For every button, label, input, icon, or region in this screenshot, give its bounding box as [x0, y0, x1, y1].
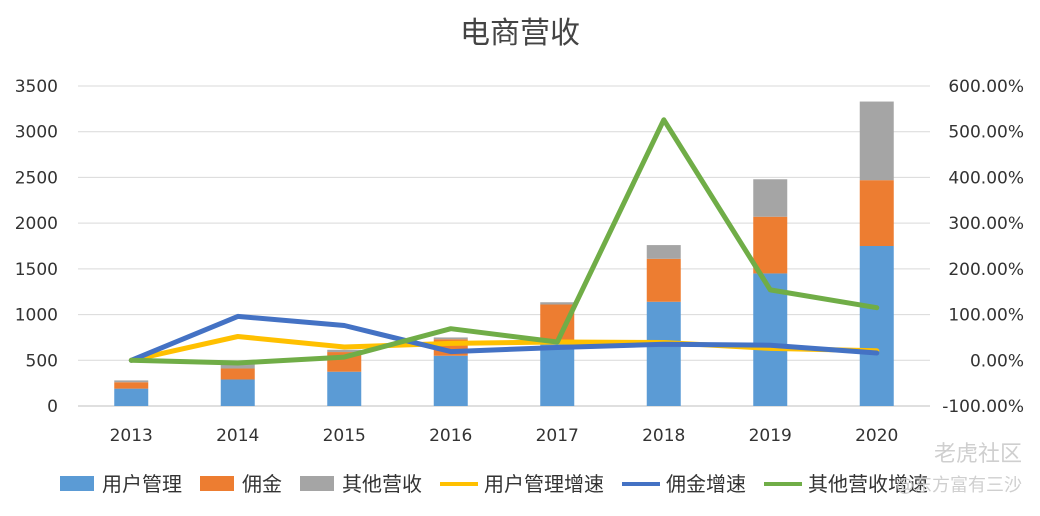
bar-segment — [220, 379, 255, 406]
bar-segment — [646, 245, 681, 259]
line-series-group — [128, 117, 880, 366]
legend-label: 佣金增速 — [666, 472, 746, 496]
bar-segment — [433, 355, 468, 406]
x-tick-label: 2019 — [749, 426, 792, 446]
bar-segment — [114, 380, 149, 383]
line-series — [128, 117, 880, 366]
left-tick-label: 500 — [26, 351, 58, 371]
chart-title: 电商营收 — [460, 16, 580, 51]
left-axis: 0 500 1000 1500 2000 2500 3000 3500 — [15, 77, 58, 417]
right-tick-label: 0.00% — [970, 351, 1024, 371]
left-tick-label: 3500 — [15, 77, 58, 97]
x-tick-label: 2020 — [855, 426, 898, 446]
watermark-author: @东方富有三沙 — [896, 475, 1022, 496]
legend-label: 其他营收 — [342, 472, 422, 496]
right-tick-label: 600.00% — [948, 77, 1024, 97]
bar-segment — [753, 273, 788, 406]
legend-label: 用户管理增速 — [484, 472, 604, 496]
bar-segment — [220, 368, 255, 380]
legend-label: 用户管理 — [102, 472, 182, 496]
legend-swatch — [200, 476, 234, 491]
legend-swatch — [300, 476, 334, 491]
watermark-brand: 老虎社区 — [934, 442, 1022, 467]
right-tick-label: -100.00% — [942, 397, 1024, 417]
bar-segment — [114, 388, 149, 406]
left-tick-label: 3000 — [15, 123, 58, 143]
bar-segment — [433, 337, 468, 340]
x-axis: 2013 2014 2015 2016 2017 2018 2019 2020 — [110, 426, 899, 446]
x-tick-label: 2018 — [642, 426, 685, 446]
left-tick-label: 2000 — [15, 214, 58, 234]
x-tick-label: 2014 — [216, 426, 259, 446]
left-tick-label: 1000 — [15, 306, 58, 326]
bar-segment — [753, 179, 788, 217]
right-tick-label: 100.00% — [948, 306, 1024, 326]
x-tick-label: 2016 — [429, 426, 472, 446]
bar-segment — [327, 371, 362, 406]
bar-segment — [753, 216, 788, 274]
legend-label: 其他营收增速 — [808, 472, 928, 496]
gridlines — [78, 85, 930, 407]
legend-label: 佣金 — [242, 472, 282, 496]
line-series — [128, 313, 880, 363]
bar-segment — [646, 258, 681, 302]
right-tick-label: 400.00% — [948, 168, 1024, 188]
legend: 用户管理 佣金 其他营收 用户管理增速 佣金增速 其他营收增速 — [60, 472, 928, 496]
right-axis: -100.00% 0.00% 100.00% 200.00% 300.00% 400.00… — [942, 77, 1024, 417]
right-tick-label: 300.00% — [948, 214, 1024, 234]
bar-segment — [859, 101, 894, 181]
bar-segment — [327, 349, 362, 353]
right-tick-label: 500.00% — [948, 123, 1024, 143]
bar-segment — [859, 246, 894, 406]
bar-segment — [540, 342, 575, 406]
bar-segment — [220, 363, 255, 369]
x-tick-label: 2017 — [536, 426, 579, 446]
left-tick-label: 2500 — [15, 168, 58, 188]
right-tick-label: 200.00% — [948, 260, 1024, 280]
bar-segment — [859, 180, 894, 246]
bar-segment — [114, 382, 149, 389]
watermark: 老虎社区 @东方富有三沙 — [896, 442, 1022, 496]
x-tick-label: 2013 — [110, 426, 153, 446]
left-tick-label: 0 — [47, 397, 58, 417]
left-tick-label: 1500 — [15, 260, 58, 280]
bar-segment — [646, 301, 681, 406]
legend-swatch — [60, 476, 94, 491]
bar-segment — [540, 302, 575, 305]
x-tick-label: 2015 — [323, 426, 366, 446]
